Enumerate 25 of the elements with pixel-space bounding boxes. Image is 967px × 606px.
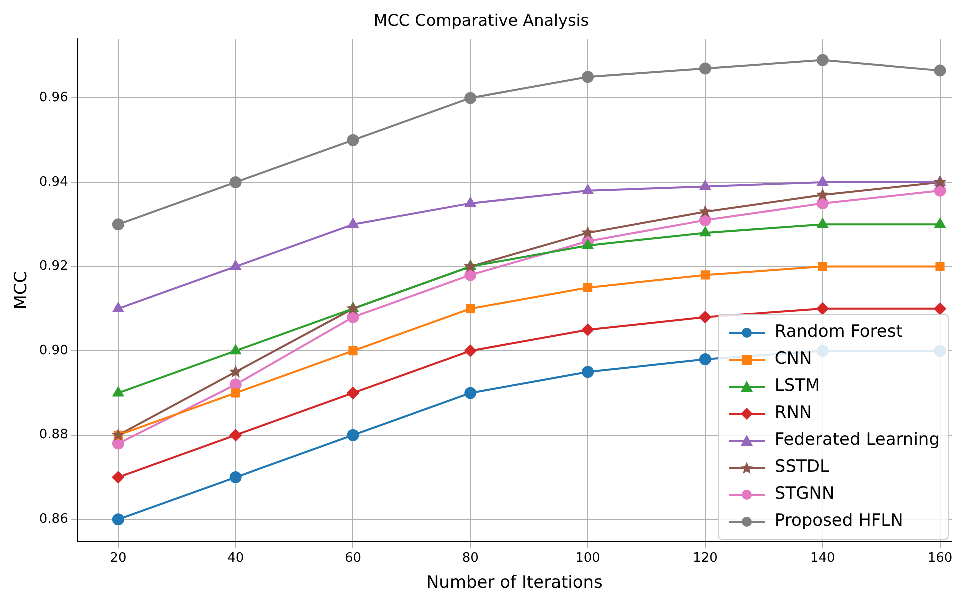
chart-title: MCC Comparative Analysis (374, 10, 590, 30)
legend-label: SSTDL (774, 456, 830, 479)
x-axis-title: Number of Iterations (426, 573, 604, 594)
legend-label: RNN (774, 402, 812, 425)
x-tick-label: 80 (462, 551, 479, 566)
y-tick-label: 0.92 (39, 259, 68, 274)
x-tick-label: 120 (693, 551, 718, 566)
legend-label: Proposed HFLN (774, 510, 904, 533)
legend-label: STGNN (774, 483, 835, 506)
legend-label: Federated Learning (774, 429, 940, 452)
y-tick-label: 0.88 (39, 428, 68, 443)
x-tick-label: 160 (928, 551, 953, 566)
legend-label: CNN (774, 348, 812, 371)
x-tick-label: 100 (576, 551, 600, 566)
y-tick-label: 0.86 (39, 512, 68, 528)
x-tick-label: 140 (810, 551, 836, 566)
y-tick-label: 0.90 (39, 343, 68, 358)
y-tick-label: 0.96 (39, 90, 68, 106)
legend-label: Random Forest (774, 321, 903, 344)
x-tick-label: 40 (228, 551, 244, 566)
x-tick-label: 20 (110, 551, 127, 566)
legend-label: LSTM (774, 375, 820, 398)
y-tick-label: 0.94 (39, 174, 68, 190)
y-axis-title: MCC (12, 271, 32, 310)
x-tick-label: 60 (344, 551, 362, 566)
